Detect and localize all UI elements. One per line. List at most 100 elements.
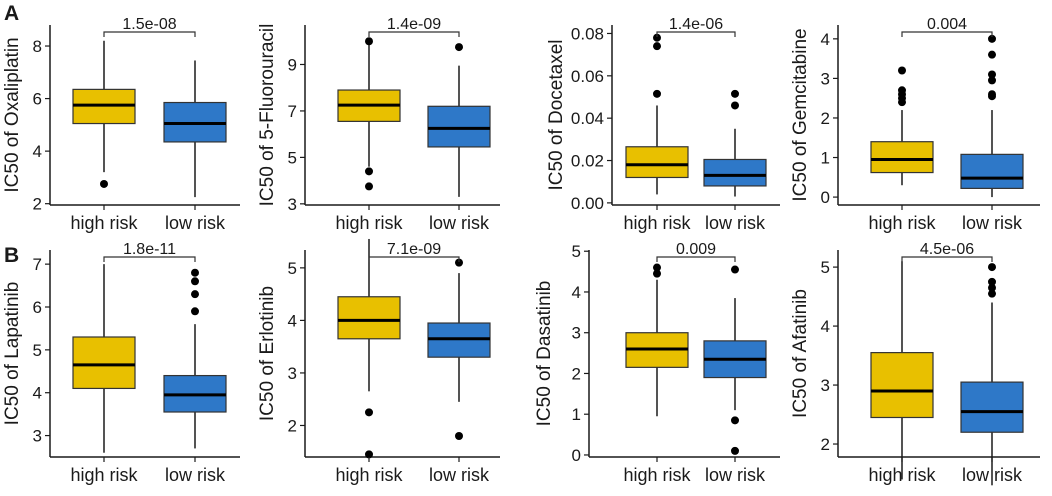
outlier-point	[365, 167, 373, 176]
y-tick-label: 3	[33, 427, 42, 446]
x-tick-label: high risk	[868, 465, 936, 485]
high-risk-box	[337, 37, 401, 191]
p-value-label: 1.8e-11	[123, 241, 176, 258]
boxplot-panel-4: 0 1 2 3 4 IC50 of Gemcitabine high risk low ris…	[790, 16, 1040, 233]
iqr-box	[427, 105, 491, 148]
x-tick-label: high risk	[70, 213, 138, 233]
x-tick-label: high risk	[623, 465, 691, 485]
high-risk-box	[625, 33, 689, 195]
x-tick-label: high risk	[623, 213, 691, 233]
significance-bracket	[368, 31, 460, 37]
y-tick-label: 0.02	[571, 152, 604, 171]
x-tick-label: high risk	[335, 213, 403, 233]
y-tick-label: 0	[572, 446, 581, 465]
boxplot-panel-1: 2 4 6 8 IC50 of Oxaliplatin high risk low risk…	[2, 16, 240, 233]
significance-bracket	[901, 256, 993, 262]
outlier-point	[653, 89, 661, 98]
y-tick-label: 6	[33, 90, 42, 109]
outlier-point	[455, 43, 463, 52]
p-value-label: 4.5e-06	[920, 241, 974, 258]
y-axis-label: IC50 of Dasatinib	[534, 281, 555, 427]
high-risk-box	[625, 263, 689, 417]
y-tick-label: 3	[288, 364, 297, 383]
significance-bracket	[103, 31, 196, 37]
outlier-point	[988, 263, 996, 272]
outlier-point	[988, 76, 996, 85]
low-risk-box	[960, 263, 1024, 486]
y-tick-label: 0.00	[571, 194, 604, 213]
x-tick-label: low risk	[429, 213, 490, 233]
low-risk-box	[427, 43, 491, 197]
y-tick-label: 5	[288, 259, 297, 278]
x-tick-label: high risk	[868, 213, 936, 233]
outlier-point	[191, 268, 199, 277]
outlier-point	[988, 289, 996, 298]
y-axis-label: IC50 of Lapatinib	[2, 282, 23, 426]
low-risk-box	[703, 89, 767, 197]
significance-bracket	[656, 31, 736, 37]
outlier-point	[100, 179, 108, 188]
iqr-box	[870, 352, 934, 419]
x-tick-label: low risk	[962, 213, 1023, 233]
y-tick-label: 3	[572, 324, 581, 343]
boxplot-panel-2: 3 5 7 9 IC50 of 5-Fluorouracil high risk low r…	[257, 16, 500, 233]
y-tick-label: 5	[821, 258, 830, 277]
low-risk-box	[427, 258, 491, 440]
iqr-box	[960, 381, 1024, 433]
p-value-label: 0.009	[676, 241, 716, 258]
x-tick-label: low risk	[165, 465, 226, 485]
iqr-box	[72, 336, 136, 390]
outlier-point	[365, 37, 373, 46]
x-tick-label: low risk	[429, 465, 490, 485]
outlier-point	[365, 182, 373, 191]
y-tick-label: 2	[821, 109, 830, 128]
outlier-point	[455, 431, 463, 440]
y-tick-label: 1	[821, 149, 830, 168]
y-tick-label: 8	[33, 37, 42, 56]
outlier-point	[988, 50, 996, 59]
outlier-point	[898, 66, 906, 75]
y-axis-label: IC50 of Docetaxel	[546, 39, 567, 190]
y-tick-label: 5	[572, 242, 581, 261]
y-axis-label: IC50 of 5-Fluorouracil	[257, 24, 278, 207]
y-tick-label: 0.04	[571, 109, 604, 128]
outlier-point	[988, 283, 996, 292]
y-axis-label: IC50 of Erlotinib	[257, 286, 278, 421]
y-tick-label: 2	[288, 416, 297, 435]
y-tick-label: 4	[33, 384, 42, 403]
boxplot-panel-6: 2 3 4 5 IC50 of Erlotinib high risk low risk 7.…	[257, 238, 500, 485]
outlier-point	[731, 101, 739, 110]
outlier-point	[365, 408, 373, 417]
y-tick-label: 0	[821, 188, 830, 207]
iqr-box	[960, 153, 1024, 189]
boxplot-panel-8: 2 3 4 5 IC50 of Afatinib high risk low risk 4.5…	[790, 241, 1040, 486]
x-tick-label: low risk	[165, 213, 226, 233]
outlier-point	[898, 86, 906, 95]
panel-label-b: B	[4, 244, 19, 267]
iqr-box	[337, 296, 401, 340]
y-tick-label: 5	[33, 341, 42, 360]
significance-bracket	[656, 256, 736, 262]
low-risk-box	[703, 265, 767, 455]
y-tick-label: 7	[288, 102, 297, 121]
y-tick-label: 1	[572, 405, 581, 424]
y-tick-label: 3	[821, 69, 830, 88]
outlier-point	[653, 269, 661, 278]
outlier-point	[988, 90, 996, 99]
outlier-point	[653, 33, 661, 42]
y-tick-label: 4	[33, 142, 42, 161]
outlier-point	[731, 416, 739, 425]
x-tick-label: high risk	[335, 465, 403, 485]
outlier-point	[988, 34, 996, 43]
y-tick-label: 4	[288, 311, 297, 330]
outlier-point	[988, 277, 996, 286]
outlier-point	[731, 446, 739, 455]
high-risk-box	[870, 261, 934, 480]
p-value-label: 1.4e-06	[669, 16, 723, 33]
boxplot-panel-5: 3 4 5 6 7 IC50 of Lapatinib high risk low risk 1…	[2, 241, 240, 485]
low-risk-box	[960, 34, 1024, 198]
p-value-label: 0.004	[927, 16, 967, 33]
y-tick-label: 0.08	[571, 24, 604, 43]
